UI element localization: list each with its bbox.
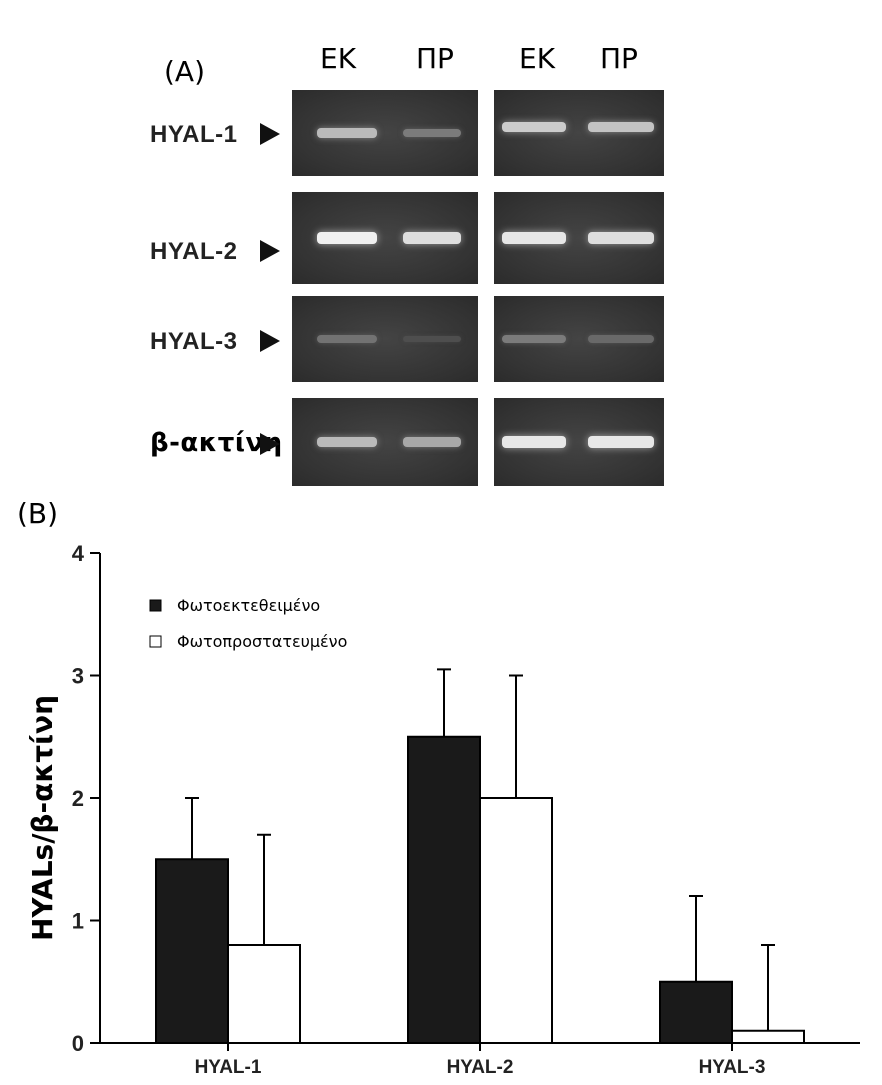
row-label-hyal3: HYAL-3 (150, 328, 238, 355)
lane-marker (400, 88, 480, 90)
bar (479, 797, 553, 1044)
gel-band (403, 335, 461, 343)
y-axis-label: HYALs/β-ακτίνη (26, 695, 59, 941)
lane-marker (504, 88, 584, 90)
y-tick-label: 4 (72, 541, 85, 566)
y-tick-label: 0 (72, 1031, 84, 1056)
gel-band (588, 121, 654, 133)
arrow-beta-actin-icon (260, 433, 280, 455)
bar (659, 980, 733, 1044)
arrow-hyal2-icon (260, 240, 280, 262)
gel-left-row-3 (292, 296, 478, 382)
lane-label-left-pr: ΠΡ (416, 42, 454, 75)
lane-label-left-ek: ΕΚ (320, 42, 357, 75)
gel-right-row-1 (494, 90, 664, 176)
y-tick-label: 1 (72, 909, 84, 934)
row-label-hyal1: HYAL-1 (150, 121, 238, 148)
legend-label: Φωτοπροστατευμένο (177, 632, 347, 651)
panel-b-label: (B) (17, 497, 59, 530)
x-tick-label: HYAL-3 (699, 1057, 766, 1078)
lane-label-right-pr: ΠΡ (600, 42, 638, 75)
gel-band (502, 334, 566, 344)
arrow-hyal3-icon (260, 330, 280, 352)
lane-marker (586, 88, 662, 90)
gel-band (588, 335, 654, 343)
gel-band (317, 232, 377, 244)
gel-left-row-4 (292, 398, 478, 486)
panel-a-label: (A) (164, 55, 206, 88)
x-tick-label: HYAL-2 (447, 1057, 514, 1078)
gel-band (317, 127, 377, 139)
bar (731, 1029, 805, 1044)
gel-band (588, 232, 654, 244)
bar (407, 735, 481, 1044)
gel-band (502, 232, 566, 244)
legend-label: Φωτοεκτεθειμένο (177, 596, 320, 615)
bar (155, 858, 229, 1044)
gel-band (317, 335, 377, 343)
lane-marker (308, 88, 388, 90)
gel-band (317, 436, 377, 448)
gel-right-row-4 (494, 398, 664, 486)
bar (227, 944, 301, 1044)
gel-band (403, 437, 461, 447)
gel-band (403, 232, 461, 244)
arrow-hyal1-icon (260, 123, 280, 145)
legend-swatch (149, 599, 162, 612)
gel-right-row-3 (494, 296, 664, 382)
gel-left-row-1 (292, 90, 478, 176)
gel-band (502, 436, 566, 448)
lane-label-right-ek: ΕΚ (519, 42, 556, 75)
y-tick-label: 3 (72, 664, 84, 689)
y-tick-label: 2 (72, 786, 84, 811)
gel-band (588, 436, 654, 448)
row-label-hyal2: HYAL-2 (150, 238, 238, 265)
x-tick-label: HYAL-1 (195, 1057, 262, 1078)
legend-swatch (149, 635, 162, 648)
gel-right-row-2 (494, 192, 664, 284)
gel-band (403, 128, 461, 138)
gel-left-row-2 (292, 192, 478, 284)
gel-band (502, 121, 566, 133)
